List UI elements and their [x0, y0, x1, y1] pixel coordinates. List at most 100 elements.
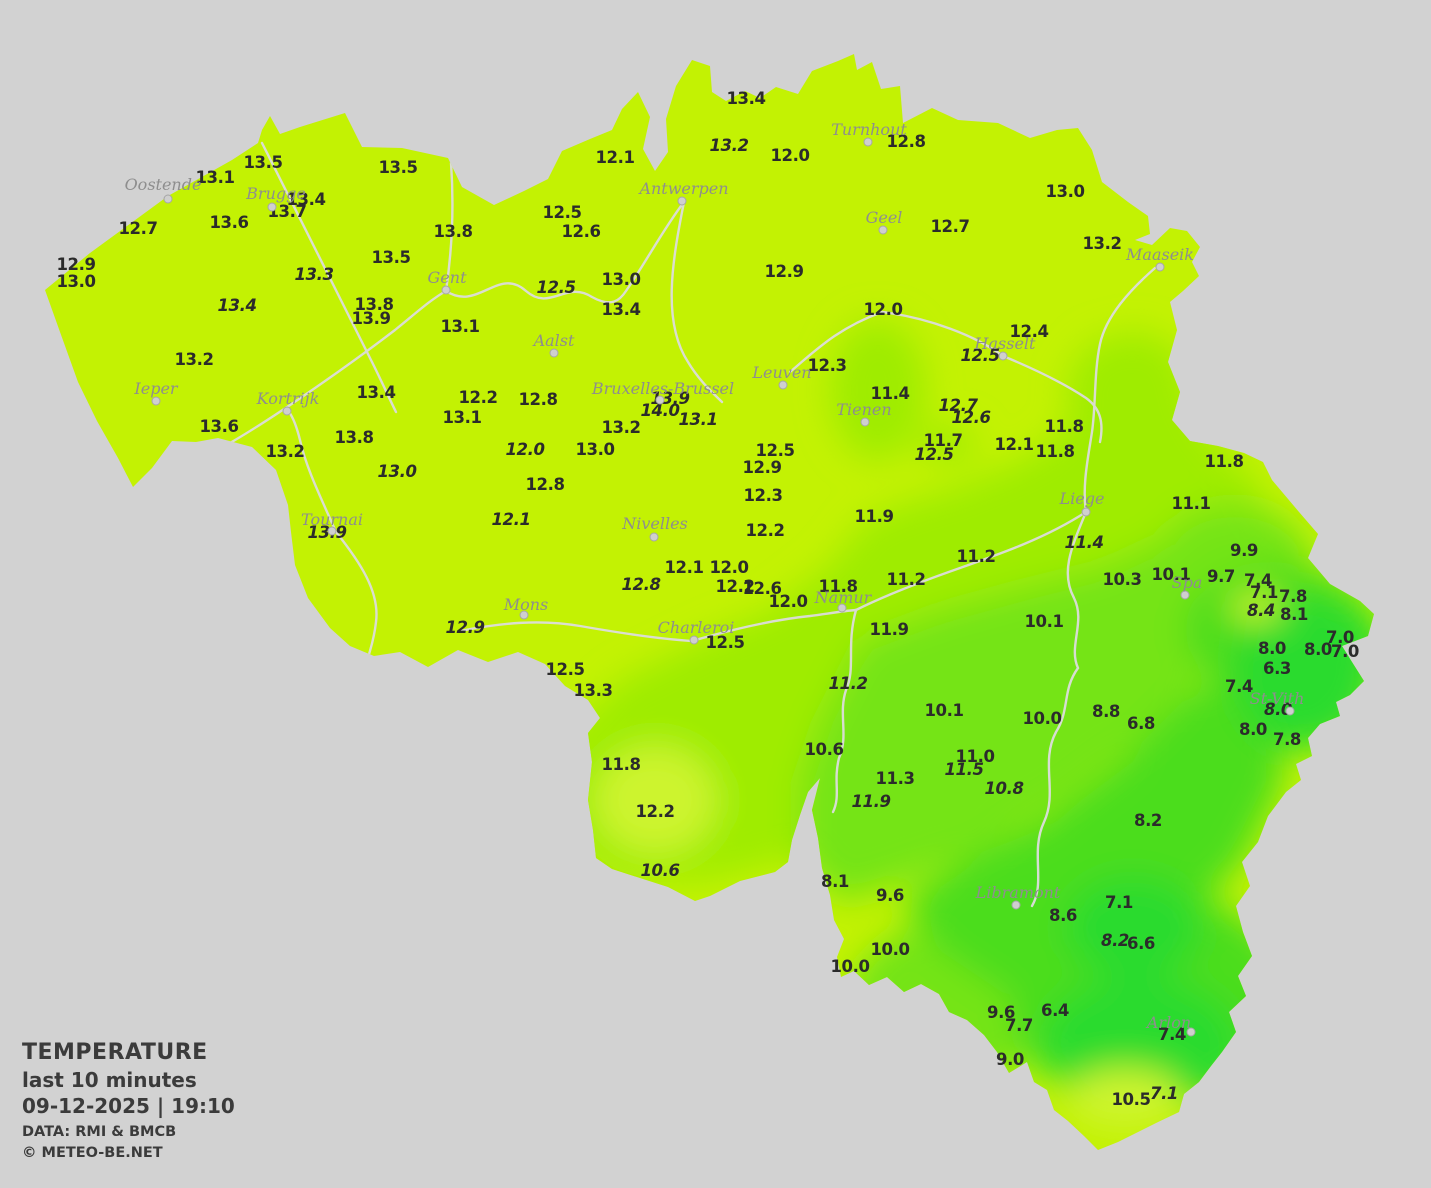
river-meuse-south	[831, 608, 858, 814]
temperature-reading: 12.0	[709, 557, 749, 577]
city-marker	[327, 526, 337, 536]
temperature-reading: 7.8	[1272, 729, 1302, 749]
temperature-reading: 7.4	[1224, 676, 1254, 696]
city-label: Ieper	[134, 379, 178, 398]
temperature-reading: 12.8	[886, 131, 926, 151]
temperature-band-cool	[802, 542, 1242, 902]
temperature-patch-gaume-south	[1067, 1068, 1183, 1128]
temperature-reading: 10.0	[870, 939, 910, 959]
temperature-reading: 12.5	[705, 632, 745, 652]
temperature-reading: 8.1	[820, 871, 850, 891]
city-marker	[282, 406, 292, 416]
temperature-reading: 11.4	[1064, 532, 1104, 552]
temperature-reading: 12.7	[930, 216, 970, 236]
temperature-reading: 11.2	[886, 569, 926, 589]
temperature-reading: 13.0	[601, 269, 641, 289]
temperature-reading: 8.0	[1303, 639, 1333, 659]
temperature-reading: 9.6	[875, 885, 905, 905]
temperature-reading: 7.0	[1330, 641, 1360, 661]
temperature-reading: 12.2	[458, 387, 498, 407]
temperature-reading: 7.4	[1243, 570, 1273, 590]
temperature-reading: 13.2	[709, 135, 749, 155]
city-marker	[649, 532, 659, 542]
temperature-band-mild	[542, 330, 1272, 882]
city-marker	[441, 285, 451, 295]
city-label: Aalst	[533, 331, 575, 350]
temperature-reading: 12.5	[536, 277, 576, 297]
temperature-reading: 8.2	[1133, 810, 1163, 830]
temperature-reading: 7.1	[1249, 582, 1279, 602]
city-marker	[549, 348, 559, 358]
temperature-reading: 10.6	[804, 739, 844, 759]
temperature-reading: 13.0	[377, 461, 417, 481]
temperature-reading: 12.9	[764, 261, 804, 281]
city-marker	[1155, 262, 1165, 272]
river-haine	[458, 621, 694, 643]
temperature-reading: 13.8	[433, 221, 473, 241]
temperature-reading: 13.1	[440, 316, 480, 336]
river-schelde-upper-north	[287, 410, 338, 534]
temperature-reading: 13.2	[174, 349, 214, 369]
city-label: Geel	[865, 208, 903, 227]
city-label: Arlon	[1146, 1013, 1192, 1032]
city-marker	[151, 396, 161, 406]
temperature-reading: 13.5	[371, 247, 411, 267]
river-and-road-lines	[228, 141, 1157, 908]
temperature-reading: 13.1	[442, 407, 482, 427]
city-label: Tienen	[836, 400, 892, 419]
city-marker	[519, 610, 529, 620]
city-marker	[1011, 900, 1021, 910]
temperature-reading: 12.0	[863, 299, 903, 319]
city-marker	[677, 196, 687, 206]
city-label: Namur	[814, 588, 872, 607]
temperature-reading: 13.4	[217, 295, 257, 315]
city-marker	[863, 137, 873, 147]
temperature-reading: 11.8	[1204, 451, 1244, 471]
temperature-blob-tienen	[830, 320, 926, 460]
temperature-reading: 12.4	[1009, 321, 1049, 341]
temperature-reading: 8.0	[1257, 638, 1287, 658]
temperature-reading: 13.8	[354, 294, 394, 314]
temperature-reading: 12.5	[960, 345, 1000, 365]
temperature-reading: 12.2	[635, 801, 675, 821]
temperature-reading: 12.8	[525, 474, 565, 494]
city-label: Charleroi	[657, 618, 735, 637]
city-label: Gent	[427, 268, 467, 287]
city-label: Leuven	[752, 363, 812, 382]
temperature-reading: 12.8	[518, 389, 558, 409]
city-marker	[163, 194, 173, 204]
temperature-reading: 7.1	[1104, 892, 1134, 912]
river-schelde-upper-south	[334, 530, 378, 660]
temperature-reading: 13.9	[351, 308, 391, 328]
temperature-reading: 11.2	[956, 546, 996, 566]
map-datetime: 09-12-2025 | 19:10	[22, 1093, 235, 1118]
temperature-reading: 9.9	[1229, 540, 1259, 560]
temperature-reading: 10.1	[1024, 611, 1064, 631]
temperature-reading: 12.2	[745, 520, 785, 540]
temperature-reading: 11.1	[1171, 493, 1211, 513]
temperature-reading: 12.5	[755, 440, 795, 460]
temperature-reading: 11.2	[828, 673, 868, 693]
temperature-patch-chimay	[593, 745, 717, 855]
albert-canal-east	[1001, 354, 1103, 444]
temperature-reading: 6.3	[1262, 658, 1292, 678]
temperature-reading: 12.6	[951, 407, 991, 427]
temperature-reading: 13.4	[726, 88, 766, 108]
river-schelde	[444, 200, 686, 304]
temperature-reading: 13.6	[209, 212, 249, 232]
temperature-reading: 13.1	[195, 167, 235, 187]
temperature-reading: 13.3	[294, 264, 334, 284]
title-block: TEMPERATURE last 10 minutes 09-12-2025 |…	[22, 1040, 235, 1164]
temperature-blob-small	[920, 425, 976, 461]
temperature-reading: 10.8	[984, 778, 1024, 798]
map-copyright: © METEO-BE.NET	[22, 1144, 163, 1161]
temperature-reading: 10.0	[1022, 708, 1062, 728]
city-label: Bruxelles-Brussel	[591, 379, 735, 398]
temperature-reading: 10.6	[640, 860, 680, 880]
temperature-reading: 12.0	[768, 591, 808, 611]
temperature-reading: 12.3	[743, 485, 783, 505]
temperature-reading: 8.8	[1091, 701, 1121, 721]
